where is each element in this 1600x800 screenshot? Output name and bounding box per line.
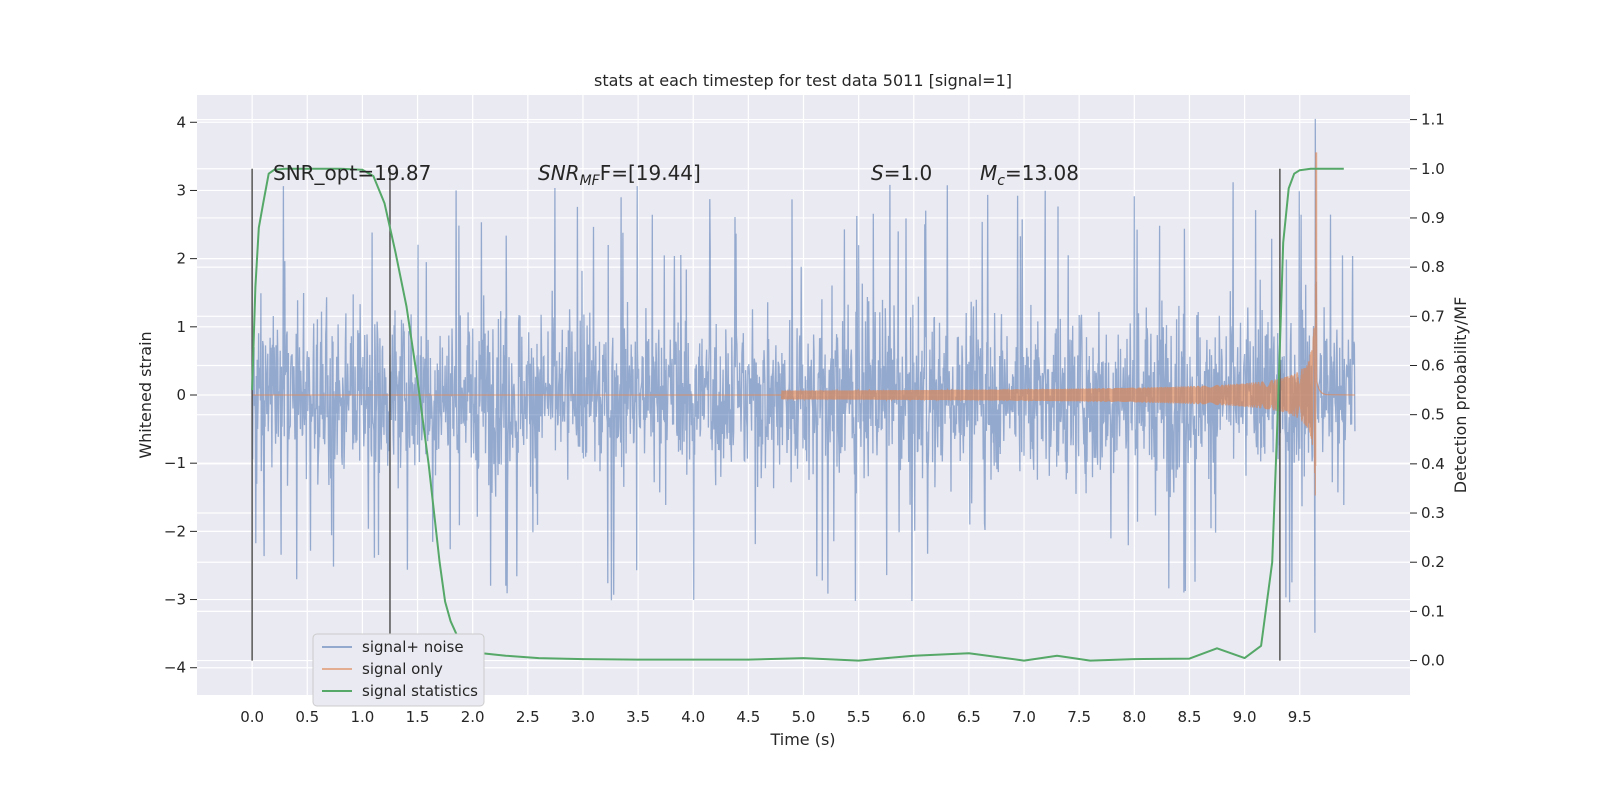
x-tick-label: 9.5 — [1288, 708, 1312, 726]
x-tick-label: 0.0 — [240, 708, 264, 726]
chart-title: stats at each timestep for test data 501… — [594, 71, 1012, 90]
x-tick-label: 6.0 — [902, 708, 926, 726]
legend: signal+ noise signal only signal statist… — [312, 633, 485, 707]
y-tick-label-right: 0.2 — [1421, 553, 1445, 571]
signal-only-series — [252, 152, 1355, 496]
y-tick-label-right: 0.5 — [1421, 406, 1445, 424]
x-tick-label: 2.0 — [461, 708, 485, 726]
s-value: =1.0 — [884, 161, 933, 185]
y-tick-label-right: 0.7 — [1421, 307, 1445, 325]
s-annotation: S=1.0 — [871, 161, 932, 185]
s-symbol: S — [871, 161, 884, 185]
y-tick-label-left: 3 — [176, 181, 186, 199]
left-y-axis-ticks: 4 3 2 1 0 −1 −2 −3 −4 — [164, 113, 197, 677]
x-tick-label: 8.5 — [1178, 708, 1202, 726]
x-tick-label: 6.5 — [957, 708, 981, 726]
snr-mf-symbol: SNR — [538, 161, 580, 185]
signal-only-line — [780, 152, 1355, 496]
y-tick-label-right: 0.8 — [1421, 258, 1445, 276]
snr-mf-value: F=[19.44] — [600, 161, 701, 185]
x-tick-label: 9.0 — [1233, 708, 1257, 726]
legend-box — [312, 633, 485, 707]
snr-opt-annotation: SNR_opt=19.87 — [273, 161, 431, 185]
x-axis-label: Time (s) — [769, 730, 835, 749]
y-tick-label-right: 0.0 — [1421, 652, 1445, 670]
signal-statistics-line — [251, 167, 1344, 662]
x-tick-label: 5.5 — [847, 708, 871, 726]
x-tick-label: 4.5 — [736, 708, 760, 726]
legend-label-noise: signal+ noise — [362, 638, 464, 656]
y-tick-label-right: 1.0 — [1421, 160, 1445, 178]
y-tick-label-left: 4 — [176, 113, 186, 131]
x-tick-label: 3.5 — [626, 708, 650, 726]
y-tick-label-left: −4 — [164, 659, 186, 677]
y-tick-label-right: 0.3 — [1421, 504, 1445, 522]
legend-label-stats: signal statistics — [362, 682, 478, 700]
y-tick-label-left: 0 — [176, 386, 186, 404]
y-tick-label-left: −3 — [164, 591, 186, 609]
left-y-axis-label: Whitened strain — [136, 331, 155, 458]
mc-subscript: c — [997, 173, 1005, 189]
right-y-axis-label: Detection probability/MF — [1451, 297, 1470, 494]
x-tick-label: 0.5 — [295, 708, 319, 726]
signal-noise-series — [251, 118, 1356, 633]
right-y-axis-ticks: 1.1 1.0 0.9 0.8 0.7 0.6 0.5 0.4 0.3 0.2 0.1 0.0 — [1410, 111, 1445, 670]
signal-noise-line — [251, 118, 1356, 633]
y-tick-label-left: −1 — [164, 454, 186, 472]
x-tick-label: 1.5 — [406, 708, 430, 726]
legend-label-signal: signal only — [362, 660, 443, 678]
y-tick-label-right: 0.6 — [1421, 356, 1445, 374]
mc-value: =13.08 — [1005, 161, 1079, 185]
mc-annotation: Mc=13.08 — [980, 161, 1079, 189]
x-tick-label: 5.0 — [792, 708, 816, 726]
vertical-markers — [251, 168, 1281, 661]
snr-mf-subscript: MF — [580, 173, 601, 189]
x-tick-label: 8.0 — [1122, 708, 1146, 726]
x-tick-label: 1.0 — [350, 708, 374, 726]
y-tick-label-left: 1 — [176, 318, 186, 336]
signal-statistics-series — [251, 167, 1344, 662]
x-tick-label: 7.5 — [1067, 708, 1091, 726]
mc-symbol: M — [980, 161, 997, 185]
y-tick-label-right: 1.1 — [1421, 111, 1445, 129]
snr-mf-annotation: SNRMFF=[19.44] — [538, 161, 701, 189]
x-axis-ticks: 0.0 0.5 1.0 1.5 2.0 2.5 3.0 3.5 4.0 4.5 5.0 5.5 6.0 6… — [240, 708, 1311, 726]
y-tick-label-left: 2 — [176, 250, 186, 268]
y-tick-label-right: 0.4 — [1421, 455, 1445, 473]
y-tick-label-right: 0.9 — [1421, 209, 1445, 227]
x-tick-label: 2.5 — [516, 708, 540, 726]
y-tick-label-right: 0.1 — [1421, 602, 1445, 620]
x-tick-label: 4.0 — [681, 708, 705, 726]
x-tick-label: 3.0 — [571, 708, 595, 726]
x-tick-label: 7.0 — [1012, 708, 1036, 726]
y-tick-label-left: −2 — [164, 522, 186, 540]
